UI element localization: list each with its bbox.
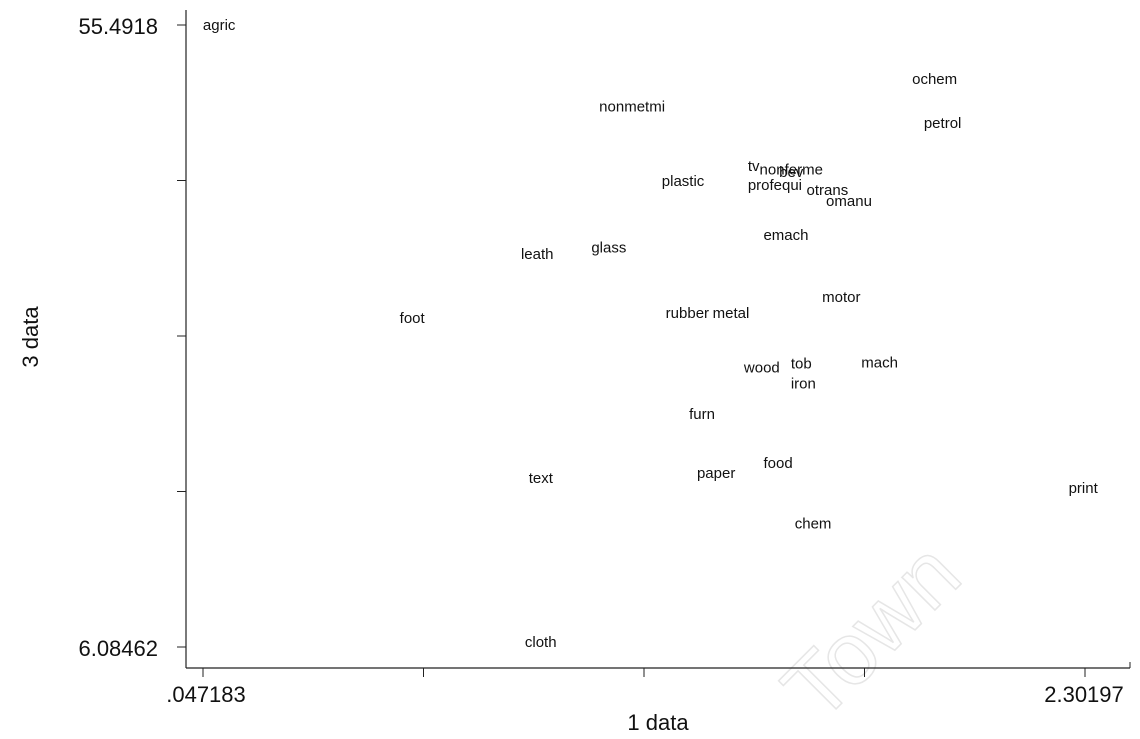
y-tick-label-min: 6.08462 (78, 636, 158, 661)
point-label-bev: bev (779, 164, 804, 181)
point-label-iron: iron (791, 376, 816, 393)
point-label-paper: paper (697, 465, 735, 482)
point-label-emach: emach (763, 227, 808, 244)
point-label-leath: leath (521, 246, 554, 263)
point-label-profequi: profequi (748, 177, 802, 194)
point-label-omanu: omanu (826, 193, 872, 210)
y-tick-label-max: 55.4918 (78, 14, 158, 39)
point-label-tob: tob (791, 356, 812, 373)
point-label-foot: foot (400, 310, 426, 327)
point-label-plastic: plastic (662, 173, 705, 190)
point-label-metal: metal (713, 305, 750, 322)
point-label-cloth: cloth (525, 634, 557, 651)
point-label-text: text (529, 470, 554, 487)
watermark: Town (763, 523, 978, 738)
point-label-chem: chem (795, 515, 832, 532)
x-tick-label-min: .047183 (166, 682, 246, 707)
point-label-food: food (763, 455, 792, 472)
x-tick-label-max: 2.30197 (1044, 682, 1124, 707)
point-label-agric: agric (203, 17, 236, 34)
point-label-furn: furn (689, 406, 715, 423)
point-label-ochem: ochem (912, 71, 957, 88)
point-label-rubber: rubber (666, 305, 709, 322)
point-label-motor: motor (822, 289, 860, 306)
x-axis-title: 1 data (627, 710, 689, 735)
point-label-mach: mach (861, 354, 898, 371)
point-label-petrol: petrol (924, 115, 962, 132)
point-label-nonmetmi: nonmetmi (599, 99, 665, 116)
point-label-otrans: otrans (807, 182, 849, 199)
axes (177, 10, 1131, 677)
point-label-nonferme: nonferme (760, 162, 823, 179)
point-label-wood: wood (743, 359, 780, 376)
y-axis-title: 3 data (18, 306, 43, 368)
point-label-print: print (1069, 480, 1099, 497)
point-label-tv: tv (748, 158, 760, 175)
point-label-glass: glass (591, 240, 626, 257)
